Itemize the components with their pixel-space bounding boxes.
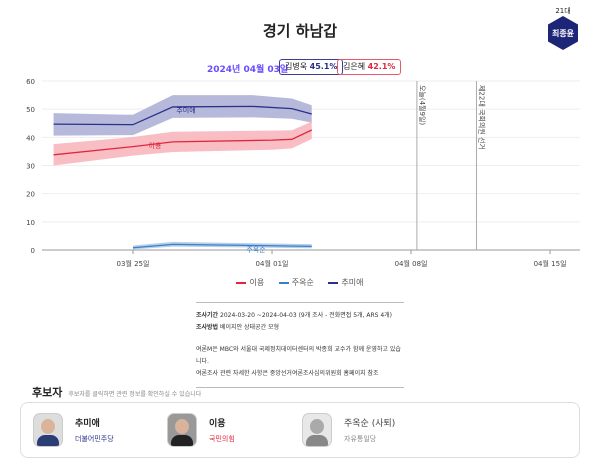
note: 여론M은 MBC와 서울대 국제정치데이터센터의 박종희 교수가 함께 운영하고… [196, 346, 401, 365]
period-value: 2024-03-20 ~2024-04-03 (9개 조사 - 전화면접 5개,… [220, 312, 393, 319]
y-tick-label: 50 [26, 106, 35, 114]
survey-info: 조사기간 2024-03-20 ~2024-04-03 (9개 조사 - 전화면… [196, 302, 404, 388]
term-label: 21대 [555, 7, 571, 15]
candidate-badge: 김병욱 45.1% [279, 59, 344, 75]
candidate-card[interactable]: 주옥순 (사퇴) 자유통일당 [302, 413, 395, 447]
y-tick-label: 10 [26, 219, 35, 227]
method-label: 조사방법 [196, 324, 219, 331]
legend-item[interactable]: 주옥순 [278, 278, 314, 287]
badge-name: 김은혜 [343, 62, 366, 71]
survey-date: 2024년 04월 03일 [207, 65, 289, 75]
series-line [53, 105, 312, 126]
series-line [53, 129, 313, 156]
candidates-hint: 후보자를 클릭하면 관련 정보를 확인하실 수 있습니다 [68, 391, 202, 398]
candidate-photo [302, 413, 332, 447]
x-tick-label: 04월 15일 [534, 259, 567, 268]
candidate-party: 자유통일당 [344, 435, 377, 443]
y-tick-label: 60 [26, 78, 35, 86]
legend-swatch [278, 281, 289, 284]
candidate-party: 더불어민주당 [75, 435, 114, 443]
x-tick-label: 04월 01일 [256, 259, 289, 268]
legend-swatch [328, 281, 339, 284]
legend: 이용 주옥순 추미애 [0, 277, 600, 288]
legend-item[interactable]: 이용 [236, 278, 264, 287]
y-tick-label: 0 [31, 247, 35, 255]
event-label: 제22대 국회의원 선거 [477, 85, 486, 150]
note: 여론조사 관련 자세한 사항은 중앙선거여론조사심의위원회 홈페이지 참조 [196, 370, 379, 377]
candidate-photo [167, 413, 197, 447]
candidate-photo [33, 413, 63, 447]
legend-swatch [236, 281, 247, 284]
confidence-band [53, 121, 312, 166]
legend-item[interactable]: 추미애 [328, 278, 364, 287]
legend-label: 주옥순 [291, 278, 314, 287]
candidate-name: 주옥순 (사퇴) [344, 419, 396, 429]
x-tick-label: 03월 25일 [117, 259, 150, 268]
method-value: 베이지안 상태공간 모형 [220, 324, 280, 331]
confidence-band [53, 95, 312, 136]
series-label: 추미애 [176, 105, 195, 114]
badge-name: 김병욱 [285, 62, 308, 71]
candidate-party: 국민의힘 [209, 435, 235, 443]
event-label: 오늘(4월9일) [418, 85, 427, 125]
series-label: 이용 [149, 141, 162, 150]
period-label: 조사기간 [196, 312, 219, 319]
candidate-badge: 김은혜 42.1% [337, 59, 402, 75]
candidate-name: 이용 [209, 419, 226, 429]
badge-value: 42.1% [367, 62, 396, 71]
y-tick-label: 30 [26, 163, 35, 171]
badge-value: 45.1% [309, 62, 338, 71]
candidates-title: 후보자 [32, 386, 63, 399]
y-tick-label: 40 [26, 134, 35, 142]
x-tick-label: 04월 08일 [395, 259, 428, 268]
poll-chart: 0 10 20 30 40 50 60 03월 25일 04월 01일 04월 08일 04월 15… [26, 78, 580, 268]
y-tick-label: 20 [26, 191, 35, 199]
series-line [132, 243, 312, 249]
candidate-name: 추미애 [75, 419, 100, 429]
series-label: 주옥순 [246, 246, 266, 254]
legend-label: 추미애 [341, 278, 364, 287]
page-title: 경기 하남갑 [262, 22, 338, 40]
legend-label: 이용 [249, 278, 265, 287]
candidates-heading: 후보자 후보자를 클릭하면 관련 정보를 확인하실 수 있습니다 [32, 384, 201, 400]
